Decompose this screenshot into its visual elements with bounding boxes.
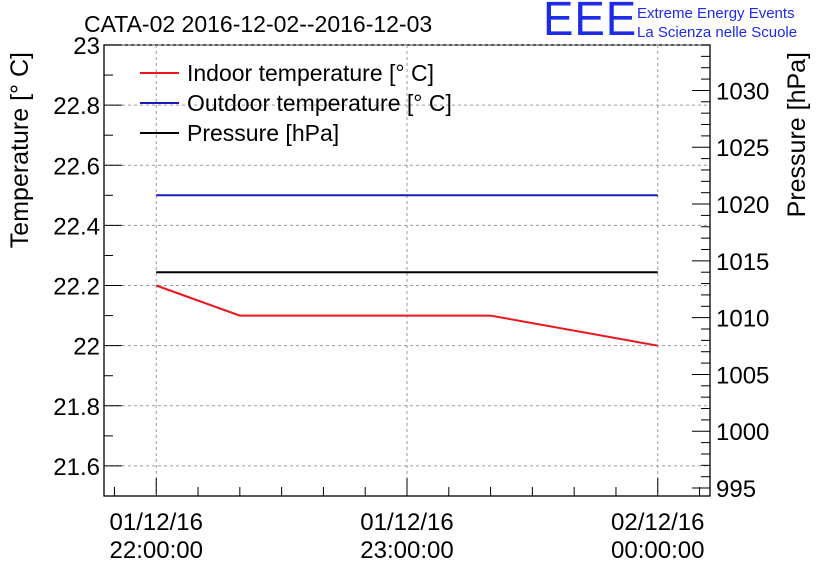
- y-axis-label-left: Temperature [° C]: [6, 52, 34, 248]
- y-axis-label-right: Pressure [hPa]: [783, 52, 811, 217]
- y-right-tick-label: 1000: [716, 419, 769, 446]
- x-tick-label-date: 01/12/16: [110, 509, 203, 536]
- x-tick-label-time: 23:00:00: [360, 537, 453, 564]
- x-tick-label-time: 22:00:00: [110, 537, 203, 564]
- y-left-tick-label: 22.6: [53, 153, 100, 180]
- y-left-tick-label: 22.4: [53, 213, 100, 240]
- x-tick-label-time: 00:00:00: [611, 537, 704, 564]
- legend: Indoor temperature [° C] Outdoor temperat…: [140, 60, 452, 146]
- grid: [104, 44, 710, 496]
- y-left-tick-label: 21.8: [53, 394, 100, 421]
- y-right-tick-label: 1010: [716, 306, 769, 333]
- legend-label-1: Outdoor temperature [° C]: [187, 90, 452, 116]
- series-lines: [155, 194, 658, 347]
- eee-logo-line1: Extreme Energy Events: [637, 5, 795, 22]
- y-right-tick-label: 995: [716, 476, 756, 503]
- x-tick-label-date: 02/12/16: [611, 509, 704, 536]
- y-right-tick-label: 1005: [716, 362, 769, 389]
- y-left-tick-label: 22.8: [53, 93, 100, 120]
- y-left-tick-label: 21.6: [53, 454, 100, 481]
- axes: 21.6 21.8 22 22.2 22.4 22.6 22.8 23 995 1000 1005 1…: [53, 33, 769, 564]
- y-right-tick-label: 1020: [716, 192, 769, 219]
- eee-logo-mark: EEE: [543, 0, 638, 46]
- y-right-tick-label: 1025: [716, 135, 769, 162]
- legend-label-0: Indoor temperature [° C]: [187, 60, 434, 86]
- eee-logo: EEE Extreme Energy Events La Scienza nel…: [543, 0, 833, 46]
- y-left-tick-label: 23: [73, 33, 100, 60]
- y-left-tick-label: 22.2: [53, 274, 100, 301]
- y-right-tick-label: 1015: [716, 249, 769, 276]
- series-line-0: [155, 284, 658, 347]
- chart-title: CATA-02 2016-12-02--2016-12-03: [84, 11, 432, 37]
- y-right-tick-label: 1030: [716, 78, 769, 105]
- eee-logo-line2: La Scienza nelle Scuole: [637, 24, 798, 41]
- y-left-tick-label: 22: [73, 334, 100, 361]
- legend-label-2: Pressure [hPa]: [187, 120, 339, 146]
- x-tick-label-date: 01/12/16: [360, 509, 453, 536]
